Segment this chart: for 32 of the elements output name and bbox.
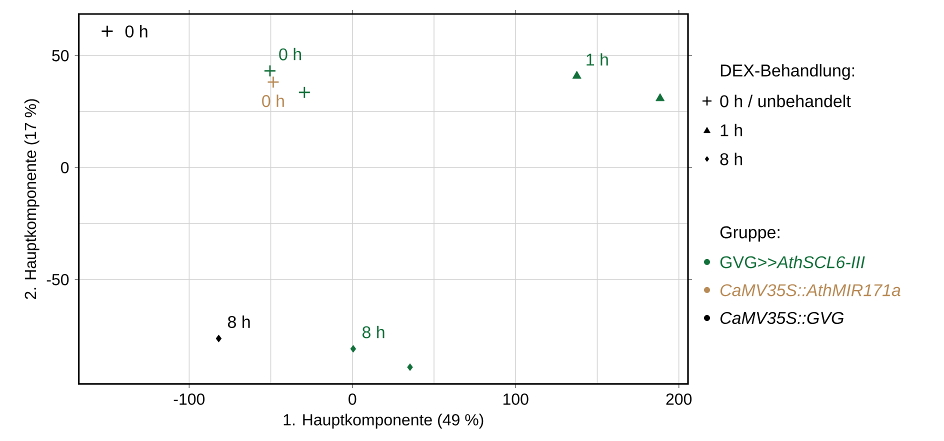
point [656, 93, 665, 102]
y-axis-title: 2. Hauptkomponente (17 %) [24, 99, 40, 299]
x-tick-label: 0 [348, 394, 356, 405]
x-tick-label: 100 [504, 394, 528, 405]
point [407, 363, 413, 371]
point [216, 334, 222, 342]
annotation: 1 h [586, 53, 608, 66]
text: 0 h / unbehandelt [720, 94, 851, 108]
point [267, 76, 280, 88]
annotation: 0 h [125, 25, 148, 38]
point [572, 70, 582, 79]
point [298, 86, 311, 99]
legend-label: CaMV35S::GVG [720, 312, 844, 324]
point [264, 64, 276, 78]
annotation: 0 h [262, 94, 284, 108]
point [350, 345, 356, 353]
y-tick-label: 0 [61, 162, 69, 174]
legend-label: GVG>>AthSCL6-III [720, 256, 865, 268]
annotation: 8 h [362, 326, 384, 338]
x-tick-label: -100 [174, 394, 205, 405]
y-tick-label: 50 [52, 50, 69, 62]
text: 8 h [720, 152, 742, 166]
x-axis-title: 1. Hauptkomponente (49 %) [284, 414, 484, 429]
annotation: 0 h [279, 48, 301, 60]
text: 1 h [720, 124, 742, 136]
x-tick-label: 200 [666, 394, 692, 405]
point [101, 25, 114, 38]
y-tick-label: -50 [46, 274, 69, 286]
annotation: 8 h [228, 316, 250, 328]
legend-label: CaMV35S::AthMIR171a [720, 284, 900, 296]
text: DEX-Behandlung: [720, 64, 854, 80]
legend-title: Gruppe: [720, 226, 780, 242]
